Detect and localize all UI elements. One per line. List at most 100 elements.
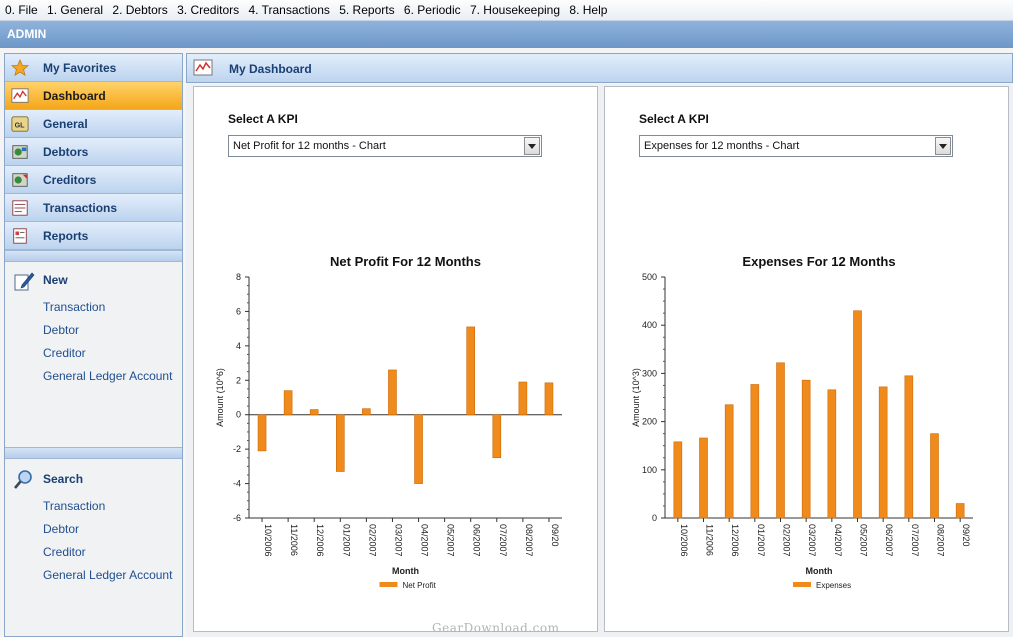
legend-swatch: [793, 582, 811, 587]
expenses-chart: Expenses For 12 Months 500 400 300 200 100 0 Am…: [631, 254, 973, 590]
x-tick-label: 05/2007: [859, 524, 869, 557]
net-profit-chart: Net Profit For 12 Months 8 6 4 2 0 -2 -4 -6 Amoun…: [215, 254, 562, 590]
panel-divider: [5, 447, 182, 459]
new-creditor-link[interactable]: Creditor: [43, 346, 86, 360]
bar: [335, 414, 345, 472]
bar: [853, 310, 862, 519]
y-tick-label: 100: [642, 465, 657, 475]
chart-title: Net Profit For 12 Months: [330, 254, 481, 269]
kpi-select-right[interactable]: Expenses for 12 months - Chart: [639, 135, 953, 157]
y-tick-label: -2: [233, 444, 241, 454]
new-transaction-link[interactable]: Transaction: [43, 300, 106, 314]
x-tick-label: 09/20: [961, 524, 971, 547]
star-icon: [11, 59, 29, 76]
bar: [362, 408, 371, 416]
menu-periodic[interactable]: 6. Periodic: [403, 3, 461, 17]
sidebar-item-creditors[interactable]: Creditors: [5, 166, 182, 194]
sidebar-item-reports[interactable]: Reports: [5, 222, 182, 250]
sidebar-item-label: Debtors: [43, 145, 89, 159]
y-tick-label: 400: [642, 320, 657, 330]
legend-label: Net Profit: [403, 581, 437, 590]
y-tick-label: 300: [642, 368, 657, 378]
x-tick-label: 11/2006: [289, 524, 299, 556]
general-ledger-icon: GL: [11, 116, 29, 132]
x-tick-label: 04/2007: [420, 524, 430, 557]
x-tick-label: 01/2007: [756, 524, 766, 557]
bar: [309, 409, 319, 416]
new-section: New Transaction Debtor Creditor General …: [5, 262, 182, 447]
reports-icon: [13, 228, 27, 244]
new-debtor-link[interactable]: Debtor: [43, 323, 80, 337]
menu-file[interactable]: 0. File: [5, 3, 38, 17]
bar: [801, 379, 811, 519]
bar: [257, 414, 267, 452]
panel-divider: [5, 250, 182, 262]
sidebar-item-label: Reports: [43, 229, 89, 243]
debtors-icon: [12, 145, 28, 159]
bar: [827, 389, 837, 519]
bar: [673, 441, 683, 519]
bar: [388, 369, 397, 416]
new-pencil-icon: [14, 272, 35, 291]
bar: [283, 390, 293, 416]
search-debtor-link[interactable]: Debtor: [43, 522, 80, 536]
x-tick-label: 07/2007: [498, 524, 508, 557]
legend-swatch: [379, 582, 398, 587]
dashboard-icon: [11, 88, 29, 103]
legend-label: Expenses: [816, 581, 851, 590]
x-axis-label: Month: [392, 566, 419, 576]
kpi-panel-left: Select A KPI Net Profit for 12 months - …: [193, 86, 598, 632]
new-gl-account-link[interactable]: General Ledger Account: [43, 369, 173, 383]
menu-housekeeping[interactable]: 7. Housekeeping: [469, 3, 561, 17]
x-tick-label: 06/2007: [884, 524, 894, 557]
search-gl-account-link[interactable]: General Ledger Account: [43, 568, 173, 582]
sidebar-item-general[interactable]: GL General: [5, 110, 182, 138]
chevron-down-icon[interactable]: [524, 137, 540, 155]
dashboard-icon: [193, 59, 213, 76]
magnifier-icon: [14, 470, 32, 489]
x-tick-label: 12/2006: [730, 524, 740, 557]
search-creditor-link[interactable]: Creditor: [43, 545, 86, 559]
sidebar-item-label: My Favorites: [43, 61, 117, 75]
kpi-select-left[interactable]: Net Profit for 12 months - Chart: [228, 135, 542, 157]
search-section: Search Transaction Debtor Creditor Gener…: [5, 461, 182, 587]
menu-general[interactable]: 1. General: [47, 3, 104, 17]
bar: [466, 326, 476, 416]
menu-debtors[interactable]: 2. Debtors: [112, 3, 168, 17]
x-tick-label: 10/2006: [263, 524, 273, 557]
x-tick-label: 09/20: [550, 524, 560, 547]
sidebar-item-label: Transactions: [43, 201, 118, 215]
y-tick-label: 0: [652, 513, 657, 523]
sidebar-item-dashboard[interactable]: Dashboard: [5, 82, 182, 110]
bar: [878, 386, 888, 519]
bar: [544, 382, 554, 416]
chevron-down-icon[interactable]: [935, 137, 951, 155]
x-tick-label: 03/2007: [807, 524, 817, 557]
bar: [518, 381, 528, 416]
dashboard-header: My Dashboard: [186, 53, 1013, 83]
x-tick-label: 10/2006: [679, 524, 689, 557]
new-section-header: New: [5, 262, 182, 296]
sidebar-item-label: General: [43, 117, 88, 131]
y-tick-label: 200: [642, 417, 657, 427]
sidebar-item-my-favorites[interactable]: My Favorites: [5, 54, 182, 82]
kpi-selected-value: Net Profit for 12 months - Chart: [233, 140, 386, 152]
x-tick-label: 08/2007: [524, 524, 534, 557]
page-title: My Dashboard: [229, 62, 312, 76]
kpi-label: Select A KPI: [639, 112, 709, 126]
search-transaction-link[interactable]: Transaction: [43, 499, 106, 513]
sidebar-item-label: Creditors: [43, 173, 97, 187]
x-tick-label: 01/2007: [341, 524, 351, 557]
sidebar-item-debtors[interactable]: Debtors: [5, 138, 182, 166]
menu-creditors[interactable]: 3. Creditors: [177, 3, 240, 17]
menu-help[interactable]: 8. Help: [569, 3, 608, 17]
user-bar: ADMIN: [0, 21, 1013, 48]
menu-reports[interactable]: 5. Reports: [339, 3, 395, 17]
sidebar-item-transactions[interactable]: Transactions: [5, 194, 182, 222]
search-section-title: Search: [43, 472, 84, 486]
menu-transactions[interactable]: 4. Transactions: [248, 3, 330, 17]
new-section-title: New: [43, 273, 68, 287]
y-tick-label: 8: [236, 272, 241, 282]
x-axis-label: Month: [806, 566, 833, 576]
x-tick-label: 12/2006: [315, 524, 325, 557]
